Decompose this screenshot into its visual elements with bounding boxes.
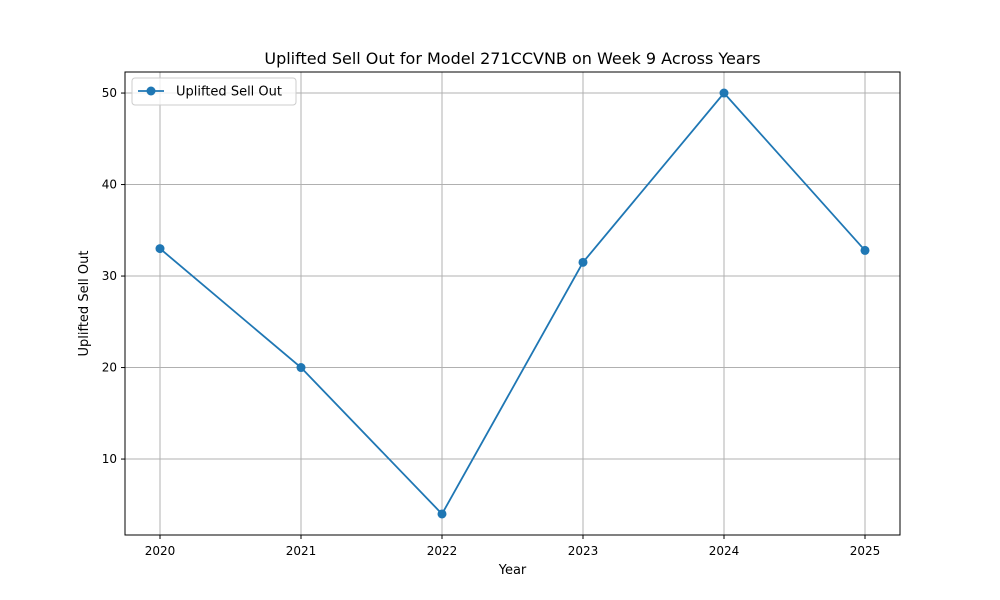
x-tick-label: 2021: [286, 544, 317, 558]
data-point: [578, 257, 588, 267]
y-tick-label: 30: [102, 269, 117, 283]
legend-box: [131, 77, 297, 106]
y-tick-label: 40: [102, 178, 117, 192]
y-tick-label: 10: [102, 452, 117, 466]
y-tick-label: 20: [102, 361, 117, 375]
legend-entry-label: Uplifted Sell Out: [176, 85, 282, 100]
x-tick-label: 2025: [850, 544, 881, 558]
x-tick-label: 2020: [145, 544, 176, 558]
x-tick-label: 2022: [427, 544, 458, 558]
axis-ticks: 2020 2021 2022 2023 2024 2025 10 20 30 40 50: [102, 86, 881, 558]
x-axis-label: Year: [498, 563, 527, 578]
y-tick-label: 50: [102, 86, 117, 100]
x-tick-label: 2023: [568, 544, 599, 558]
series-layer: [155, 88, 870, 519]
grid-lines: [125, 72, 900, 535]
data-point: [437, 509, 447, 519]
data-point: [296, 363, 306, 373]
data-point: [719, 88, 729, 98]
legend: Uplifted Sell Out: [131, 77, 297, 106]
data-point: [155, 244, 165, 254]
x-tick-label: 2024: [709, 544, 740, 558]
legend-marker-swatch: [146, 86, 156, 96]
plot-frame: [124, 71, 901, 536]
chart-title: Uplifted Sell Out for Model 271CCVNB on …: [264, 49, 760, 68]
data-point: [860, 245, 870, 255]
y-axis-label: Uplifted Sell Out: [77, 251, 92, 357]
series-line: [159, 91, 866, 516]
